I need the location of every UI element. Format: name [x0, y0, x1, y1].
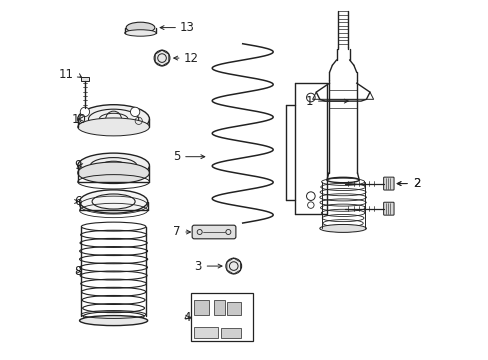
Ellipse shape — [78, 118, 149, 136]
Circle shape — [130, 107, 140, 117]
Text: 4: 4 — [183, 311, 191, 324]
Bar — [190, 293, 253, 341]
Bar — [221, 328, 241, 338]
Text: 7: 7 — [172, 225, 190, 238]
Ellipse shape — [124, 30, 156, 36]
Ellipse shape — [319, 225, 366, 232]
Text: 3: 3 — [194, 260, 222, 273]
Circle shape — [225, 258, 241, 274]
Bar — [194, 327, 217, 338]
Circle shape — [154, 50, 169, 66]
FancyBboxPatch shape — [383, 202, 393, 215]
Text: 5: 5 — [172, 150, 204, 163]
Ellipse shape — [80, 316, 147, 325]
Ellipse shape — [78, 153, 149, 178]
Ellipse shape — [78, 162, 149, 184]
FancyBboxPatch shape — [383, 177, 393, 190]
FancyBboxPatch shape — [192, 225, 235, 239]
Bar — [214, 300, 224, 315]
Text: 10: 10 — [72, 113, 86, 126]
Text: 13: 13 — [180, 21, 194, 34]
Bar — [226, 302, 241, 315]
Bar — [194, 300, 208, 315]
Text: 1: 1 — [305, 95, 347, 108]
Text: 9: 9 — [74, 159, 82, 172]
Ellipse shape — [78, 105, 149, 134]
Ellipse shape — [80, 190, 147, 213]
Circle shape — [80, 107, 89, 117]
Text: 11: 11 — [59, 68, 74, 81]
Ellipse shape — [126, 22, 155, 33]
Text: 12: 12 — [183, 51, 198, 64]
Text: 8: 8 — [74, 265, 81, 278]
Text: 2: 2 — [412, 177, 420, 190]
Bar — [81, 77, 88, 81]
Text: 2: 2 — [396, 177, 420, 190]
Text: 6: 6 — [74, 195, 81, 208]
